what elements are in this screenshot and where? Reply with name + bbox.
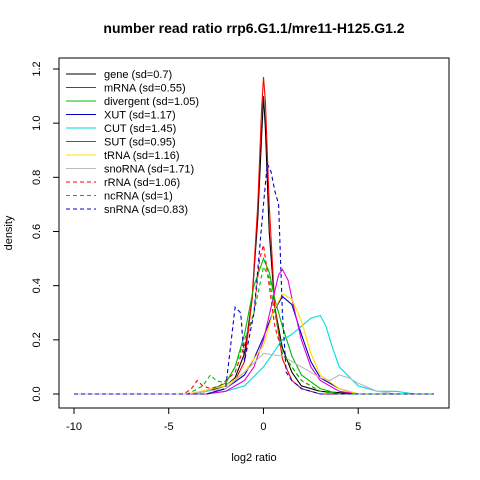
series-layer <box>74 77 434 395</box>
legend-entry: divergent (sd=1.05) <box>104 96 199 108</box>
y-tick-label: 0.4 <box>31 278 43 293</box>
y-tick-label: 0.2 <box>31 332 43 347</box>
series-line-6 <box>74 293 434 395</box>
legend-entry: XUT (sd=1.17) <box>104 110 176 122</box>
series-line-9 <box>74 265 434 395</box>
series-line-7 <box>74 352 434 395</box>
legend-entry: ncRNA (sd=1) <box>104 191 173 203</box>
legend-entry: snoRNA (sd=1.71) <box>104 164 194 176</box>
y-tick-label: 1.2 <box>31 61 43 76</box>
x-tick-label: 5 <box>355 421 361 433</box>
chart-title: number read ratio rrp6.G1.1/mre11-H125.G… <box>103 20 404 36</box>
y-tick-label: 0.8 <box>31 170 43 185</box>
legend-entry: snRNA (sd=0.83) <box>104 204 188 216</box>
legend-entry: tRNA (sd=1.16) <box>104 150 180 162</box>
x-tick-label: 0 <box>260 421 266 433</box>
legend: gene (sd=0.7) mRNA (sd=0.55)divergent (sd… <box>66 69 199 216</box>
legend-entry: rRNA (sd=1.06) <box>104 177 180 189</box>
y-axis-label: density <box>3 215 15 250</box>
series-line-10 <box>74 161 434 395</box>
y-axis: 0.0 0.2 0.4 0.6 0.8 1.0 1.2 <box>31 61 60 402</box>
legend-entry: mRNA (sd=0.55) <box>104 83 186 95</box>
x-axis-label: log2 ratio <box>231 452 276 464</box>
y-tick-label: 0.0 <box>31 386 43 401</box>
x-tick-label: -10 <box>66 421 82 433</box>
y-tick-label: 1.0 <box>31 116 43 131</box>
x-tick-label: -5 <box>164 421 174 433</box>
legend-entry: SUT (sd=0.95) <box>104 137 176 149</box>
series-line-5 <box>74 268 434 395</box>
x-axis: -10 -5 0 5 <box>66 407 361 433</box>
y-tick-label: 0.6 <box>31 224 43 239</box>
series-line-3 <box>74 295 434 395</box>
legend-entry: CUT (sd=1.45) <box>104 123 176 135</box>
series-line-4 <box>74 314 434 395</box>
legend-entry: gene (sd=0.7) <box>104 69 172 81</box>
